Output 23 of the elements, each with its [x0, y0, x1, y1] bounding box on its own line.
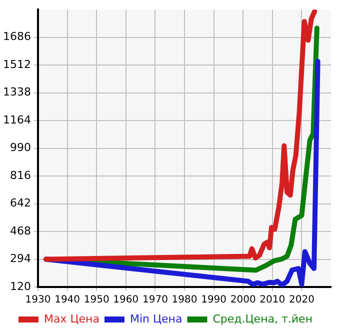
x-tick-label: 2000 [230, 294, 256, 306]
y-tick-label: 1686 [2, 30, 31, 44]
y-tick-label: 468 [10, 224, 31, 238]
y-tick-label: 1338 [2, 86, 31, 99]
y-tick-label: 642 [10, 196, 31, 210]
x-tick-label: 1950 [84, 294, 110, 306]
x-tick-label: 1940 [54, 294, 80, 306]
x-tick-label: 2020 [288, 294, 314, 306]
x-tick-label: 1990 [201, 294, 227, 306]
y-tick-label: 1512 [2, 58, 31, 71]
y-tick-label: 120 [10, 280, 31, 293]
x-tick-label: 1980 [172, 294, 198, 306]
x-tick-label: 2010 [260, 294, 286, 306]
y-tick-label: 990 [10, 141, 31, 154]
legend-label: Min Цена [130, 312, 182, 326]
x-tick-label: 1930 [25, 294, 51, 306]
legend-label: Max Цена [44, 312, 100, 326]
y-tick-label: 816 [10, 168, 31, 182]
y-tick-label: 1164 [2, 113, 31, 126]
x-tick-label: 1960 [113, 294, 139, 306]
legend-label: Сред.Цена, т.йен [212, 312, 313, 326]
x-tick-label: 1970 [142, 294, 168, 306]
y-tick-label: 294 [10, 252, 31, 266]
